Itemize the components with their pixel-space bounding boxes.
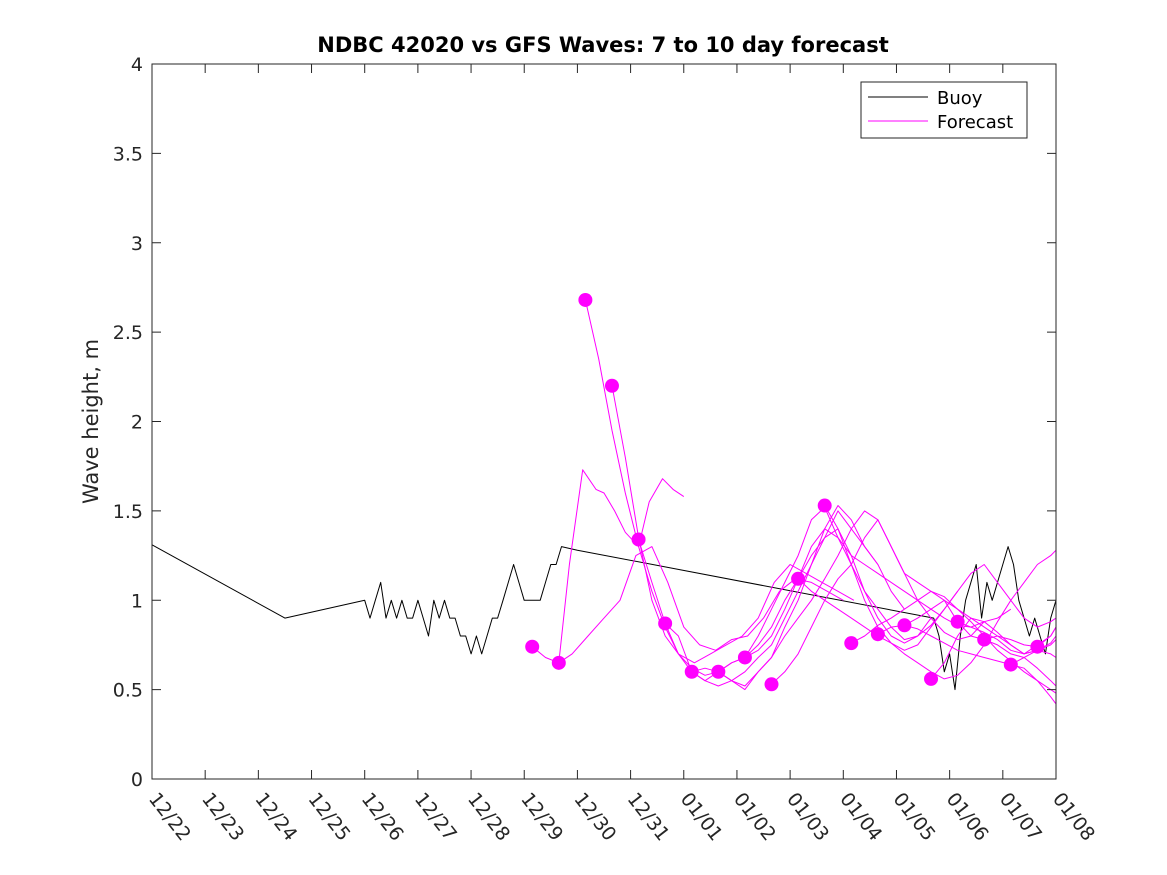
buoy-series-line <box>151 544 1057 691</box>
y-tick-label: 3.5 <box>113 143 143 165</box>
y-tick-label: 1 <box>131 590 143 612</box>
forecast-series-line-9 <box>744 528 1012 658</box>
forecast-series-line-6 <box>664 506 932 682</box>
y-tick-label: 4 <box>131 54 143 76</box>
forecast-series-line-11 <box>797 564 1057 651</box>
legend-buoy-label: Buoy <box>937 88 983 109</box>
y-tick-label: 3 <box>131 233 143 255</box>
forecast-start-marker-17 <box>950 614 965 629</box>
forecast-start-marker-2 <box>551 655 566 670</box>
y-tick-label: 0.5 <box>113 680 143 702</box>
y-axis-label: Wave height, m <box>79 339 103 504</box>
forecast-series-line-13 <box>851 590 1057 694</box>
forecast-start-marker-5 <box>631 532 646 547</box>
chart-title: NDBC 42020 vs GFS Waves: 7 to 10 day for… <box>317 33 888 57</box>
forecast-start-marker-20 <box>1030 639 1045 654</box>
forecast-series-line-10 <box>771 519 1038 685</box>
forecast-series-line-4 <box>611 385 879 691</box>
forecast-series-line-8 <box>718 510 985 687</box>
forecast-start-marker-9 <box>737 650 752 665</box>
forecast-series-line-18 <box>984 635 1057 655</box>
forecast-series-line-5 <box>638 510 905 687</box>
forecast-start-marker-16 <box>924 671 939 686</box>
forecast-start-marker-19 <box>1003 657 1018 672</box>
forecast-series-line-7 <box>691 528 959 673</box>
forecast-start-marker-11 <box>791 571 806 586</box>
tick-layer <box>151 63 1057 780</box>
forecast-start-marker-7 <box>684 664 699 679</box>
y-tick-labels: 0 0.5 1 1.5 2 2.5 3 3.5 4 <box>113 54 143 791</box>
y-tick-label: 2 <box>131 412 143 434</box>
forecast-start-marker-10 <box>764 677 779 692</box>
forecast-series-line-15 <box>904 624 1057 705</box>
forecast-start-marker-8 <box>711 664 726 679</box>
legend-box <box>860 81 1028 139</box>
series-layer <box>151 299 1057 705</box>
legend: Buoy Forecast <box>860 81 1028 139</box>
y-tick-label: 0 <box>131 769 143 791</box>
forecast-marker-layer <box>525 292 1045 692</box>
forecast-start-marker-18 <box>977 632 992 647</box>
forecast-series-line-1 <box>531 469 685 664</box>
forecast-start-marker-14 <box>870 627 885 642</box>
forecast-start-marker-15 <box>897 618 912 633</box>
forecast-start-marker-12 <box>817 498 832 513</box>
forecast-start-marker-13 <box>844 636 859 651</box>
forecast-start-marker-4 <box>604 378 619 393</box>
forecast-series-line-3 <box>584 299 855 664</box>
y-tick-label: 2.5 <box>113 322 143 344</box>
y-tick-label: 1.5 <box>113 501 143 523</box>
forecast-series-line-12 <box>824 505 1057 680</box>
plot-area <box>152 64 1056 779</box>
forecast-start-marker-6 <box>658 616 673 631</box>
forecast-start-marker-3 <box>578 292 593 307</box>
forecast-start-marker-1 <box>525 639 540 654</box>
legend-forecast-label: Forecast <box>937 112 1013 133</box>
